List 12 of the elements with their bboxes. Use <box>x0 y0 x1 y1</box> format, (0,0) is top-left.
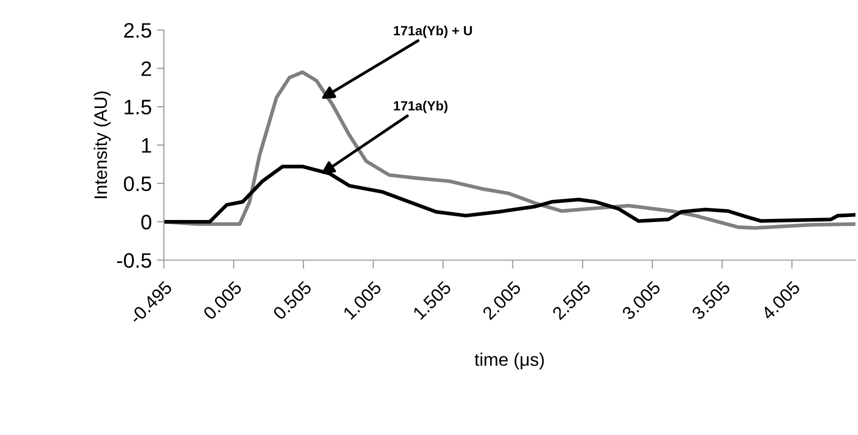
y-tick-label: 2 <box>142 61 152 76</box>
y-tick-label: 0 <box>141 214 152 230</box>
annotation: 171a(Yb) <box>394 100 448 114</box>
y-tick-label: -0.5 <box>117 253 152 268</box>
y-tick-label: 1.5 <box>124 100 152 114</box>
x-axis-title: time (μs) <box>474 352 544 370</box>
annotation: 171a(Yb) + U <box>394 26 472 38</box>
y-tick-label: 0.5 <box>124 176 152 192</box>
y-tick-label: 1 <box>142 138 152 153</box>
y-axis-title: Intensity (AU) <box>94 92 111 198</box>
y-tick-label: 2.5 <box>124 23 152 38</box>
line-series <box>164 70 856 230</box>
